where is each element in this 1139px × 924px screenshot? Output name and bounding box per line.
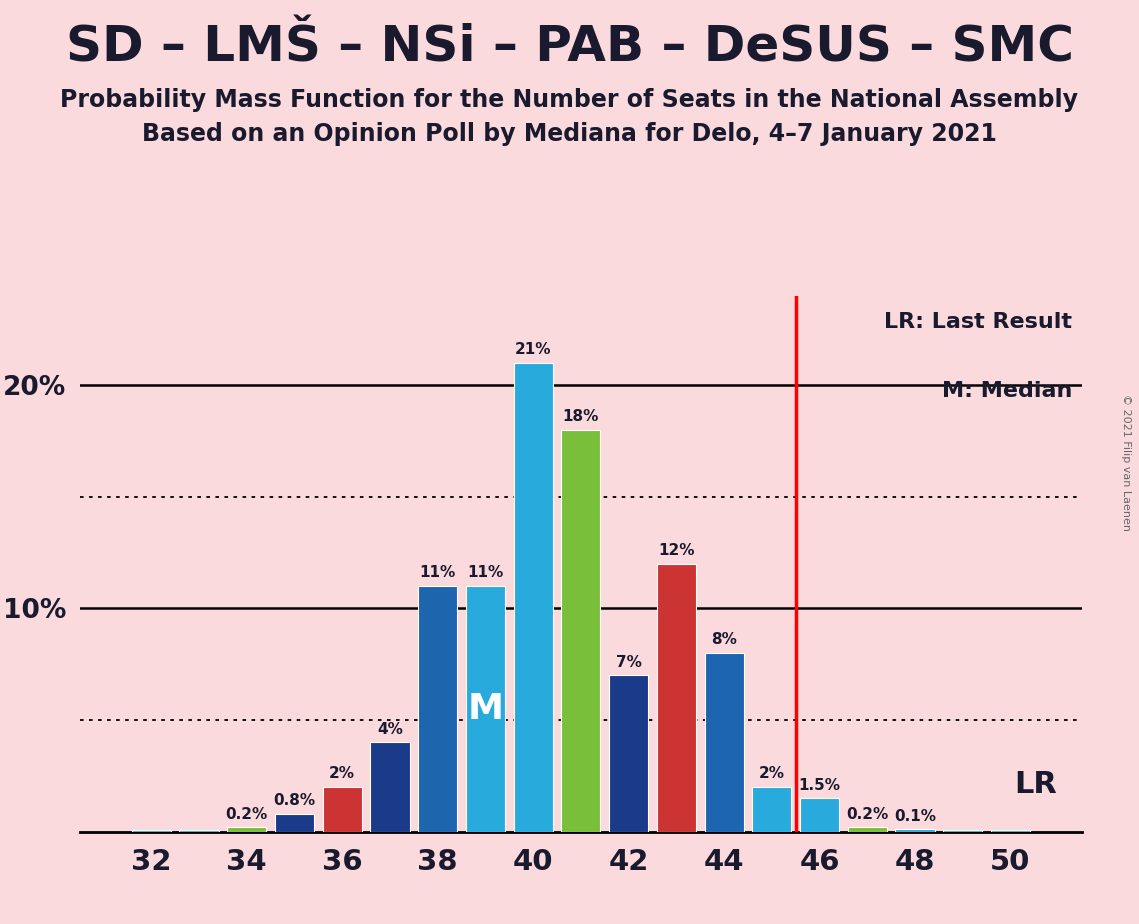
Bar: [943, 831, 982, 832]
Text: 2%: 2%: [759, 766, 785, 782]
Text: 12%: 12%: [658, 543, 695, 558]
Text: 11%: 11%: [467, 565, 503, 580]
Bar: [274, 814, 314, 832]
Text: 18%: 18%: [563, 409, 599, 424]
Bar: [466, 586, 505, 832]
Bar: [609, 675, 648, 832]
Bar: [800, 798, 839, 832]
Text: 11%: 11%: [419, 565, 456, 580]
Text: 2%: 2%: [329, 766, 355, 782]
Bar: [132, 831, 171, 832]
Text: 0.2%: 0.2%: [846, 807, 888, 821]
Text: 0.2%: 0.2%: [226, 807, 268, 821]
Text: Based on an Opinion Poll by Mediana for Delo, 4–7 January 2021: Based on an Opinion Poll by Mediana for …: [142, 122, 997, 146]
Bar: [847, 827, 887, 832]
Bar: [227, 827, 267, 832]
Bar: [752, 787, 792, 832]
Text: 7%: 7%: [616, 655, 641, 670]
Bar: [895, 830, 935, 832]
Bar: [418, 586, 457, 832]
Text: 21%: 21%: [515, 342, 551, 357]
Text: SD – LMŠ – NSi – PAB – DeSUS – SMC: SD – LMŠ – NSi – PAB – DeSUS – SMC: [66, 23, 1073, 71]
Text: 0.8%: 0.8%: [273, 793, 316, 808]
Bar: [657, 564, 696, 832]
Text: LR: Last Result: LR: Last Result: [884, 311, 1072, 332]
Bar: [322, 787, 362, 832]
Text: © 2021 Filip van Laenen: © 2021 Filip van Laenen: [1121, 394, 1131, 530]
Text: 8%: 8%: [711, 632, 737, 648]
Text: M: Median: M: Median: [942, 382, 1072, 401]
Bar: [370, 742, 410, 832]
Text: LR: LR: [1014, 771, 1057, 799]
Bar: [180, 831, 219, 832]
Bar: [514, 363, 552, 832]
Bar: [991, 831, 1030, 832]
Bar: [562, 430, 600, 832]
Text: 4%: 4%: [377, 722, 403, 736]
Text: 1.5%: 1.5%: [798, 777, 841, 793]
Text: Probability Mass Function for the Number of Seats in the National Assembly: Probability Mass Function for the Number…: [60, 88, 1079, 112]
Bar: [705, 653, 744, 832]
Text: 0.1%: 0.1%: [894, 808, 936, 824]
Text: M: M: [467, 692, 503, 725]
